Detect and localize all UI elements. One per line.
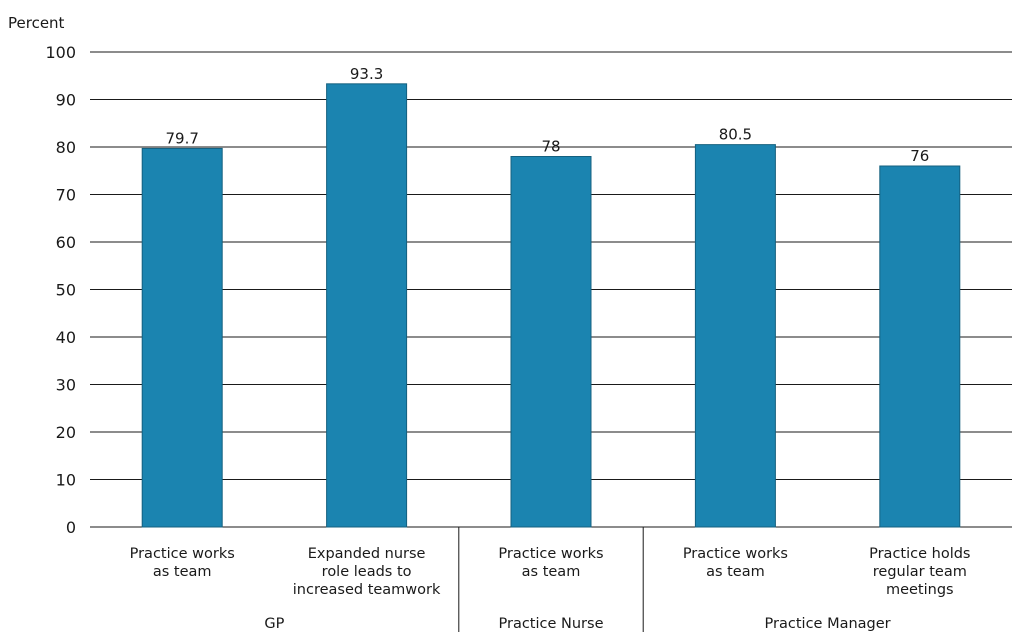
group-label: Practice Nurse [499,616,604,632]
group-label: Practice Manager [765,616,891,632]
data-label: 76 [910,147,929,165]
bar [141,147,223,528]
y-axis-label: Percent [8,14,65,32]
y-tick-label: 70 [56,186,76,205]
data-label: 93.3 [350,65,383,83]
category-label: role leads to [322,564,412,580]
y-tick-labels: 0 10 20 30 40 50 60 70 80 90 100 [45,43,76,537]
y-tick-label: 20 [56,423,76,442]
bars [141,83,961,528]
y-tick-label: 50 [56,281,76,300]
group-labels: GP Practice Nurse Practice Manager [264,616,890,632]
data-label: 78 [541,138,560,156]
value-labels: 79.7 93.3 78 80.5 76 [165,65,929,165]
category-label: Practice works [683,546,788,562]
y-tick-label: 40 [56,328,76,347]
data-label: 79.7 [165,129,198,147]
category-labels: Practice works as team Expanded nurse role … [130,546,971,598]
y-tick-label: 100 [45,43,76,62]
y-tick-label: 90 [56,91,76,110]
category-label: Expanded nurse [308,546,426,562]
y-tick-label: 60 [56,233,76,252]
category-label: Practice holds [869,546,970,562]
bar [510,156,592,528]
category-label: meetings [886,582,954,598]
category-label: Practice works [498,546,603,562]
group-label: GP [264,616,284,632]
category-label: as team [706,564,765,580]
category-label: Practice works [130,546,235,562]
bar [694,144,776,528]
category-label: as team [522,564,581,580]
y-tick-label: 10 [56,471,76,490]
bar [326,83,408,528]
y-tick-label: 0 [66,518,76,537]
category-label: regular team [873,564,967,580]
category-label: as team [153,564,212,580]
y-tick-label: 80 [56,138,76,157]
bar [879,165,961,528]
group-separators [458,527,644,632]
category-label: increased teamwork [293,582,441,598]
data-label: 80.5 [719,126,752,144]
y-tick-label: 30 [56,376,76,395]
